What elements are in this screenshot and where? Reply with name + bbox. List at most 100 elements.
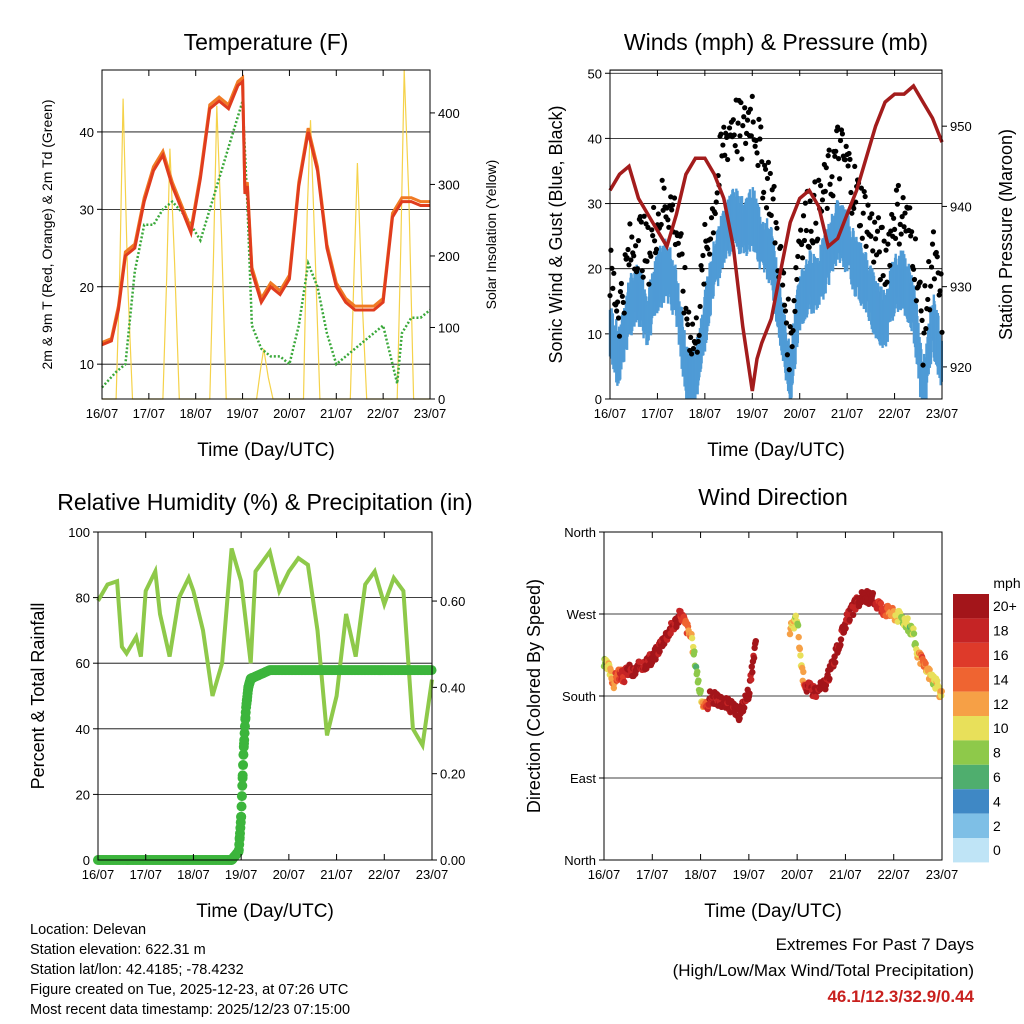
gust-point xyxy=(679,251,685,257)
temperature-y2label: Solar Insolation (Yellow) xyxy=(483,160,499,310)
colorbar-swatch xyxy=(953,716,989,741)
gust-point xyxy=(712,210,718,217)
gust-point xyxy=(877,276,883,283)
gust-point xyxy=(749,93,755,100)
gust-point xyxy=(896,241,902,247)
gust-point xyxy=(789,343,795,350)
colorbar-label: 2 xyxy=(993,818,1001,834)
gust-point xyxy=(826,147,832,153)
gust-point xyxy=(873,236,879,242)
gust-point xyxy=(767,170,773,177)
gust-point xyxy=(824,205,830,212)
gust-point xyxy=(894,201,901,207)
temp-2m-line xyxy=(101,78,430,347)
gust-point xyxy=(640,274,646,280)
gust-point xyxy=(699,267,705,273)
gust-point xyxy=(694,349,700,355)
colorbar-label: 12 xyxy=(993,696,1009,712)
direction-xtick-label: 23/07 xyxy=(926,867,959,882)
gust-point xyxy=(634,266,641,272)
gust-point xyxy=(621,310,627,316)
direction-point xyxy=(747,676,755,683)
gust-point xyxy=(633,243,639,249)
colorbar-swatch xyxy=(953,642,989,668)
gust-point xyxy=(758,124,764,130)
gust-point xyxy=(752,143,758,149)
humidity-y2tick-label: 0.40 xyxy=(440,680,465,695)
direction-point xyxy=(741,704,748,711)
gust-point xyxy=(908,233,914,239)
gust-point xyxy=(907,205,913,211)
gust-point xyxy=(895,182,901,189)
humidity-ytick-label: 40 xyxy=(76,722,90,737)
temperature-ytick-label: 30 xyxy=(80,202,94,217)
direction-point xyxy=(849,611,857,619)
gust-point xyxy=(741,114,747,120)
direction-point xyxy=(910,625,917,632)
winds-frame xyxy=(609,69,943,400)
humidity-y2tick-label: 0.00 xyxy=(440,853,465,868)
direction-point xyxy=(691,648,698,655)
gust-point xyxy=(658,221,664,228)
gust-point xyxy=(669,207,675,213)
direction-point xyxy=(694,668,701,675)
gust-point xyxy=(823,165,829,171)
station-latlon: Station lat/lon: 42.4185; -78.4232 xyxy=(30,962,244,978)
gust-point xyxy=(708,215,715,221)
direction-point xyxy=(750,654,758,662)
gust-point xyxy=(762,166,769,172)
gust-point xyxy=(891,215,897,221)
gust-point xyxy=(868,233,874,239)
gust-point xyxy=(884,279,890,285)
gust-point xyxy=(800,213,807,219)
gust-point xyxy=(653,246,660,252)
gust-point xyxy=(920,362,926,368)
direction-point xyxy=(812,693,820,701)
humidity-frame xyxy=(97,531,433,861)
direction-point xyxy=(610,684,618,692)
gust-point xyxy=(701,281,707,287)
colorbar-swatch xyxy=(953,594,989,619)
temperature-title: Temperature (F) xyxy=(184,29,349,55)
gust-point xyxy=(696,332,702,338)
gust-point xyxy=(919,317,925,323)
precip-point xyxy=(236,811,247,822)
gust-point xyxy=(697,303,703,310)
gust-point xyxy=(928,264,935,270)
colorbar-label: 0 xyxy=(993,842,1001,858)
gust-point xyxy=(734,149,740,155)
humidity-ytick-label: 20 xyxy=(76,787,90,802)
gust-point xyxy=(675,240,681,246)
winds-y2tick-label: 940 xyxy=(950,199,972,214)
gust-point xyxy=(875,215,882,221)
gust-point xyxy=(756,116,762,122)
gust-point xyxy=(629,234,635,240)
gust-point xyxy=(839,131,846,137)
direction-point xyxy=(800,668,807,676)
direction-point xyxy=(797,652,804,659)
winds-xtick-label: 22/07 xyxy=(878,406,911,421)
temperature-y2tick-label: 200 xyxy=(438,249,460,264)
direction-point xyxy=(667,630,674,637)
dewpoint-line xyxy=(101,100,431,389)
winds-ytick-label: 40 xyxy=(588,131,602,146)
direction-point xyxy=(736,715,743,722)
gust-point xyxy=(625,246,631,253)
winds-ytick-label: 20 xyxy=(588,262,602,277)
gust-point xyxy=(774,225,780,231)
gust-point xyxy=(720,142,726,148)
colorbar-swatch xyxy=(953,813,989,838)
gust-point xyxy=(832,153,838,159)
gust-point xyxy=(860,210,866,216)
gust-point xyxy=(641,213,647,219)
direction-point xyxy=(749,669,756,676)
winds-xlabel: Time (Day/UTC) xyxy=(707,440,845,461)
gust-point xyxy=(803,227,809,234)
gust-point xyxy=(627,221,633,227)
humidity-ytick-label: 60 xyxy=(76,656,90,671)
gust-point xyxy=(721,124,727,130)
gust-point xyxy=(813,220,819,226)
direction-point xyxy=(621,678,628,686)
gust-point xyxy=(842,157,848,163)
gust-point xyxy=(638,219,644,225)
